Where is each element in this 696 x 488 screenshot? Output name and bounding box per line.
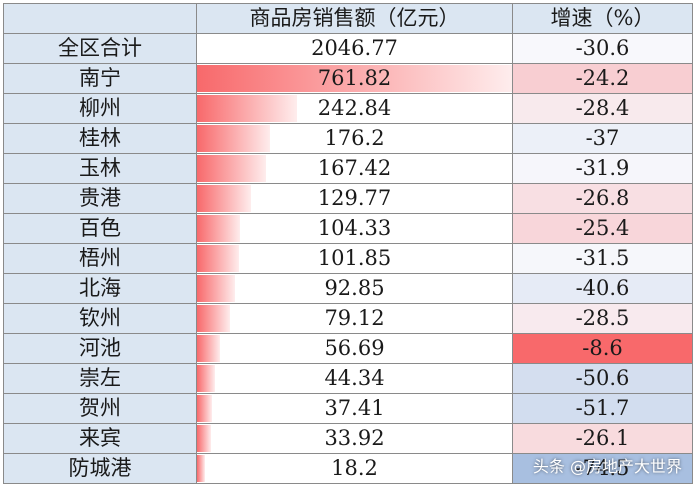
table-body: 全区合计 2046.77 -30.6 南宁 761.82 -24.2 柳州 242.84 -28… xyxy=(3,33,693,484)
table-row: 柳州 242.84 -28.4 xyxy=(3,93,693,124)
table-row: 北海 92.85 -40.6 xyxy=(3,273,693,304)
sales-cell: 101.85 xyxy=(196,243,513,274)
city-cell: 桂林 xyxy=(3,123,197,154)
sales-value: 129.77 xyxy=(317,186,392,210)
table-row: 桂林 176.2 -37 xyxy=(3,123,693,154)
sales-cell: 176.2 xyxy=(196,123,513,154)
sales-value: 176.2 xyxy=(324,126,385,150)
city-cell: 贵港 xyxy=(3,183,197,214)
city-cell: 崇左 xyxy=(3,363,197,394)
sales-cell: 129.77 xyxy=(196,183,513,214)
growth-cell: -24.2 xyxy=(512,63,693,94)
growth-cell: -26.8 xyxy=(512,183,693,214)
sales-cell: 33.92 xyxy=(196,423,513,454)
sales-value: 761.82 xyxy=(317,66,392,90)
sales-bar xyxy=(197,395,213,422)
table-row: 来宾 33.92 -26.1 xyxy=(3,423,693,454)
city-cell: 梧州 xyxy=(3,243,197,274)
growth-cell: -25.4 xyxy=(512,213,693,244)
sales-value: 242.84 xyxy=(317,96,392,120)
sales-bar xyxy=(197,125,270,152)
sales-bar xyxy=(197,245,240,272)
sales-cell: 761.82 xyxy=(196,63,513,94)
sales-cell: 2046.77 xyxy=(196,33,513,64)
sales-value: 33.92 xyxy=(324,426,385,450)
sales-bar xyxy=(197,155,267,182)
city-cell: 百色 xyxy=(3,213,197,244)
table-row: 梧州 101.85 -31.5 xyxy=(3,243,693,274)
sales-value: 104.33 xyxy=(317,216,392,240)
city-cell: 玉林 xyxy=(3,153,197,184)
sales-cell: 79.12 xyxy=(196,303,513,334)
header-row: 商品房销售额（亿元） 增速（%） xyxy=(3,3,693,34)
sales-bar xyxy=(197,275,236,302)
sales-cell: 104.33 xyxy=(196,213,513,244)
sales-value: 2046.77 xyxy=(311,36,398,60)
sales-cell: 18.2 xyxy=(196,453,513,484)
sales-cell: 37.41 xyxy=(196,393,513,424)
sales-bar xyxy=(197,215,241,242)
growth-cell: -31.5 xyxy=(512,243,693,274)
sales-cell: 44.34 xyxy=(196,363,513,394)
sales-value: 18.2 xyxy=(331,456,378,480)
sales-bar xyxy=(197,65,512,92)
watermark: 头条 @房地产大世界 xyxy=(532,457,682,476)
growth-cell: -50.6 xyxy=(512,363,693,394)
city-cell: 钦州 xyxy=(3,303,197,334)
sales-value: 44.34 xyxy=(324,366,385,390)
sales-bar xyxy=(197,185,251,212)
header-corner xyxy=(3,3,197,34)
city-cell: 来宾 xyxy=(3,423,197,454)
table-row: 全区合计 2046.77 -30.6 xyxy=(3,33,693,64)
city-cell: 全区合计 xyxy=(3,33,197,64)
growth-cell: -8.6 xyxy=(512,333,693,364)
table-row: 钦州 79.12 -28.5 xyxy=(3,303,693,334)
sales-value: 37.41 xyxy=(324,396,385,420)
sales-bar xyxy=(197,95,298,122)
table-row: 河池 56.69 -8.6 xyxy=(3,333,693,364)
growth-cell: -37 xyxy=(512,123,693,154)
table-row: 贺州 37.41 -51.7 xyxy=(3,393,693,424)
city-cell: 南宁 xyxy=(3,63,197,94)
table-row: 防城港 18.2 -74.5 xyxy=(3,453,693,484)
sales-table: 商品房销售额（亿元） 增速（%） 全区合计 2046.77 -30.6 南宁 761.8… xyxy=(3,3,693,484)
sales-bar xyxy=(197,425,212,452)
city-cell: 防城港 xyxy=(3,453,197,484)
growth-cell: -28.5 xyxy=(512,303,693,334)
table-row: 玉林 167.42 -31.9 xyxy=(3,153,693,184)
growth-cell: -51.7 xyxy=(512,393,693,424)
sales-value: 167.42 xyxy=(317,156,392,180)
sales-cell: 56.69 xyxy=(196,333,513,364)
sales-cell: 92.85 xyxy=(196,273,513,304)
city-cell: 北海 xyxy=(3,273,197,304)
sales-value: 79.12 xyxy=(324,306,385,330)
city-cell: 贺州 xyxy=(3,393,197,424)
sales-bar xyxy=(197,455,205,482)
table-row: 崇左 44.34 -50.6 xyxy=(3,363,693,394)
sales-value: 101.85 xyxy=(317,246,392,270)
growth-cell: -40.6 xyxy=(512,273,693,304)
table-row: 贵港 129.77 -26.8 xyxy=(3,183,693,214)
growth-cell: -31.9 xyxy=(512,153,693,184)
sales-value: 92.85 xyxy=(324,276,385,300)
sales-bar xyxy=(197,335,221,362)
city-cell: 柳州 xyxy=(3,93,197,124)
table-row: 南宁 761.82 -24.2 xyxy=(3,63,693,94)
header-sales: 商品房销售额（亿元） xyxy=(196,3,513,34)
growth-cell: -74.5 xyxy=(512,453,693,484)
growth-cell: -26.1 xyxy=(512,423,693,454)
header-growth: 增速（%） xyxy=(512,3,693,34)
sales-bar xyxy=(197,305,230,332)
growth-cell: -30.6 xyxy=(512,33,693,64)
sales-value: 56.69 xyxy=(324,336,385,360)
sales-bar xyxy=(197,365,216,392)
table-row: 百色 104.33 -25.4 xyxy=(3,213,693,244)
sales-cell: 167.42 xyxy=(196,153,513,184)
sales-cell: 242.84 xyxy=(196,93,513,124)
city-cell: 河池 xyxy=(3,333,197,364)
growth-cell: -28.4 xyxy=(512,93,693,124)
